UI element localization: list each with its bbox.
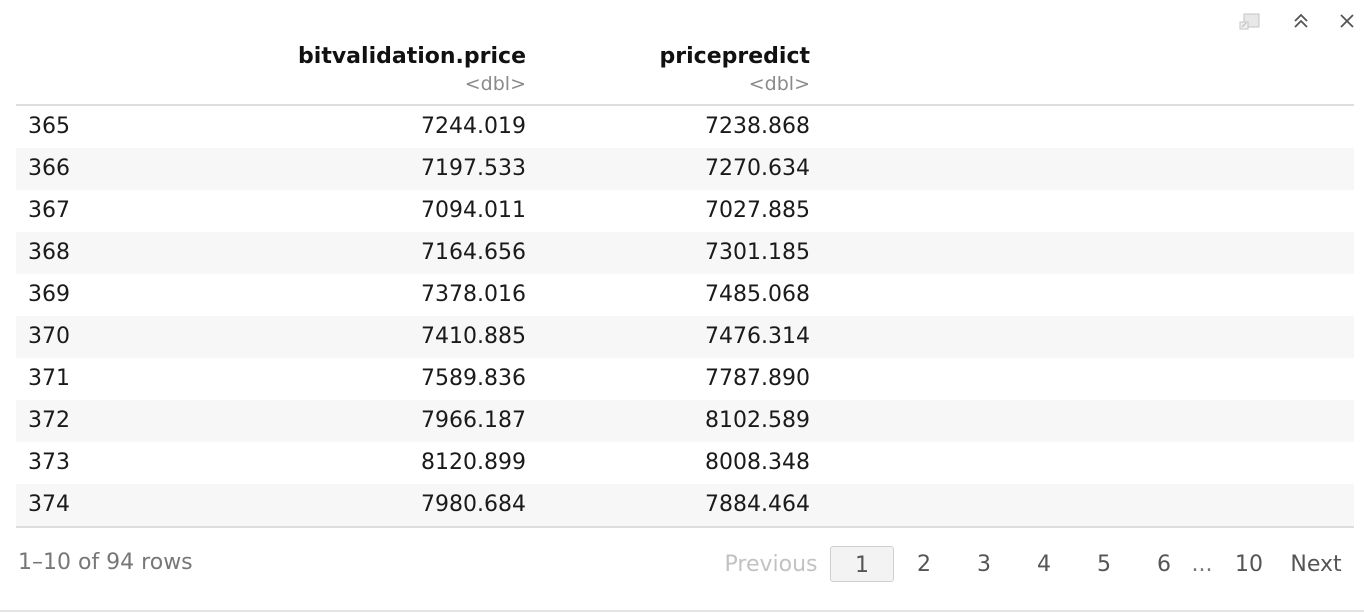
table-row: 367 7094.011 7027.885 <box>16 190 1354 232</box>
table-row: 370 7410.885 7476.314 <box>16 316 1354 358</box>
table-row: 366 7197.533 7270.634 <box>16 148 1354 190</box>
table-row: 365 7244.019 7238.868 <box>16 106 1354 148</box>
row-index: 373 <box>28 450 70 475</box>
table-header: bitvalidation.price <dbl> pricepredict <… <box>16 0 1354 106</box>
cell-pricepredict: 7238.868 <box>705 114 810 139</box>
page-button-10[interactable]: 10 <box>1235 552 1263 577</box>
row-index: 372 <box>28 408 70 433</box>
cell-bitvalidation-price: 7197.533 <box>421 156 526 181</box>
table-row: 373 8120.899 8008.348 <box>16 442 1354 484</box>
column-name: pricepredict <box>659 44 810 69</box>
table-footer-divider <box>16 526 1354 528</box>
page-button-3[interactable]: 3 <box>977 552 991 577</box>
row-count-info: 1–10 of 94 rows <box>18 550 193 575</box>
cell-bitvalidation-price: 7589.836 <box>421 366 526 391</box>
row-index: 369 <box>28 282 70 307</box>
column-header-pricepredict[interactable]: pricepredict <dbl> <box>660 42 810 96</box>
data-table: bitvalidation.price <dbl> pricepredict <… <box>16 0 1354 526</box>
collapse-icon[interactable] <box>1289 10 1313 32</box>
cell-pricepredict: 8102.589 <box>705 408 810 433</box>
table-row: 369 7378.016 7485.068 <box>16 274 1354 316</box>
row-index: 365 <box>28 114 70 139</box>
column-name: bitvalidation.price <box>298 44 526 69</box>
cell-bitvalidation-price: 7378.016 <box>421 282 526 307</box>
cell-bitvalidation-price: 7164.656 <box>421 240 526 265</box>
pagination-ellipsis: ... <box>1191 552 1213 577</box>
column-type: <dbl> <box>748 73 810 95</box>
page-button-6[interactable]: 6 <box>1157 552 1171 577</box>
cell-pricepredict: 7884.464 <box>705 492 810 517</box>
previous-page-button[interactable]: Previous <box>724 552 818 577</box>
cell-bitvalidation-price: 7410.885 <box>421 324 526 349</box>
column-header-bitvalidation-price[interactable]: bitvalidation.price <dbl> <box>298 42 526 96</box>
cell-bitvalidation-price: 7244.019 <box>421 114 526 139</box>
cell-pricepredict: 8008.348 <box>705 450 810 475</box>
page-button-5[interactable]: 5 <box>1097 552 1111 577</box>
table-body: 365 7244.019 7238.868 366 7197.533 7270.… <box>16 106 1354 526</box>
cell-bitvalidation-price: 7094.011 <box>421 198 526 223</box>
row-index: 366 <box>28 156 70 181</box>
cell-pricepredict: 7787.890 <box>705 366 810 391</box>
panel-bottom-border <box>0 610 1364 612</box>
table-row: 372 7966.187 8102.589 <box>16 400 1354 442</box>
cell-pricepredict: 7027.885 <box>705 198 810 223</box>
row-index: 367 <box>28 198 70 223</box>
page-button-2[interactable]: 2 <box>917 552 931 577</box>
table-row: 374 7980.684 7884.464 <box>16 484 1354 526</box>
next-page-button[interactable]: Next <box>1290 552 1342 577</box>
row-index: 370 <box>28 324 70 349</box>
cell-bitvalidation-price: 7980.684 <box>421 492 526 517</box>
row-index: 368 <box>28 240 70 265</box>
cell-bitvalidation-price: 8120.899 <box>421 450 526 475</box>
cell-pricepredict: 7476.314 <box>705 324 810 349</box>
table-row: 371 7589.836 7787.890 <box>16 358 1354 400</box>
export-icon[interactable] <box>1238 10 1262 32</box>
cell-pricepredict: 7301.185 <box>705 240 810 265</box>
column-type: <dbl> <box>464 73 526 95</box>
close-icon[interactable] <box>1335 10 1359 32</box>
cell-bitvalidation-price: 7966.187 <box>421 408 526 433</box>
row-index: 371 <box>28 366 70 391</box>
cell-pricepredict: 7485.068 <box>705 282 810 307</box>
cell-pricepredict: 7270.634 <box>705 156 810 181</box>
table-row: 368 7164.656 7301.185 <box>16 232 1354 274</box>
row-index: 374 <box>28 492 70 517</box>
page-button-4[interactable]: 4 <box>1037 552 1051 577</box>
page-button-1[interactable]: 1 <box>830 546 894 582</box>
